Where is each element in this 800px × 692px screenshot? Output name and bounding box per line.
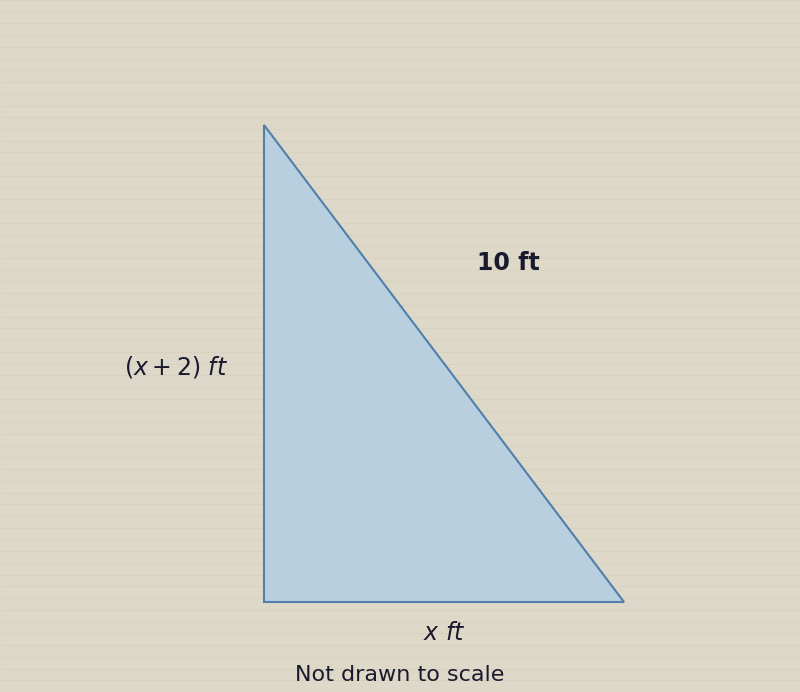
Polygon shape (264, 125, 624, 602)
Text: $x$ ft: $x$ ft (422, 621, 466, 645)
Text: Not drawn to scale: Not drawn to scale (295, 665, 505, 684)
Text: $(x + 2)$ ft: $(x + 2)$ ft (124, 354, 228, 380)
Text: 10 ft: 10 ft (477, 251, 539, 275)
